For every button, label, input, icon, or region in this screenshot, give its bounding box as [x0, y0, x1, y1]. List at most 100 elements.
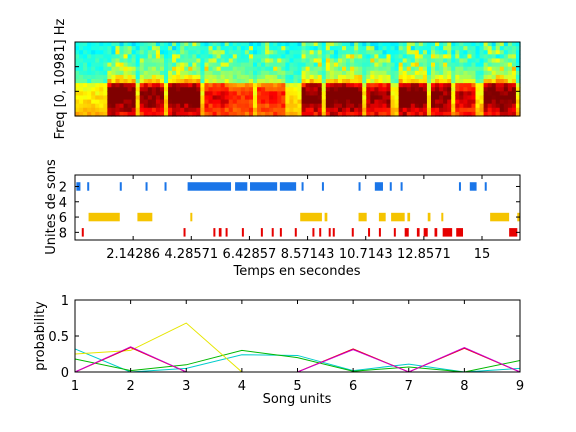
spectrogram-cell [451, 70, 456, 76]
spectrogram-cell [507, 58, 513, 64]
spectrogram-cell [99, 46, 104, 51]
spectrogram-cell [103, 46, 108, 51]
spectrogram-cell [176, 62, 181, 68]
spectrogram-cell [435, 83, 440, 88]
spectrogram-cell [232, 58, 238, 64]
spectrogram-cell [390, 83, 396, 88]
spectrogram-cell [147, 79, 153, 84]
spectrogram-cell [447, 50, 452, 55]
spectrogram-cell [414, 46, 420, 51]
spectrogram-cell [168, 107, 173, 113]
spectrogram-cell [439, 87, 444, 92]
spectrogram-cell [471, 83, 477, 88]
spectrogram-cell [333, 91, 339, 97]
spectrogram-cell [79, 107, 84, 113]
spectrogram-cell [325, 70, 331, 76]
spectrogram-cell [426, 107, 432, 113]
spectrogram-cell [91, 91, 96, 97]
spectrogram-cell [370, 103, 375, 109]
spectrogram-cell [168, 99, 173, 105]
spectrogram-cell [402, 46, 408, 51]
spectrogram-cell [277, 83, 282, 88]
spectrogram-cell [212, 83, 218, 88]
spectrogram-cell [390, 62, 396, 68]
spectrogram-cell [143, 95, 149, 101]
spectrogram-cell [342, 83, 347, 88]
spectrogram-cell [139, 99, 145, 105]
spectrogram-cell [87, 50, 92, 55]
spectrogram-cell [192, 58, 197, 64]
spectrogram-cell [354, 111, 359, 117]
spectrogram-cell [224, 87, 230, 92]
spectrogram-cell [378, 58, 384, 64]
spectrogram-cell [483, 79, 489, 84]
spectrogram-cell [172, 95, 177, 101]
spectrogram-cell [164, 103, 169, 109]
spectrogram-cell [451, 87, 456, 92]
spectrogram-cell [362, 62, 367, 68]
spectrogram-cell [269, 74, 274, 80]
spectrogram-cell [232, 111, 238, 117]
spectrogram-cell [431, 46, 436, 51]
spectrogram-cell [200, 46, 206, 51]
spectrogram-cell [115, 50, 121, 55]
spectrogram-cell [289, 83, 295, 88]
probability-xtick-label: 2 [126, 379, 134, 394]
spectrogram-cell [273, 91, 278, 97]
spectrogram-cell [240, 83, 246, 88]
spectrogram-cell [515, 91, 521, 97]
spectrogram-cell [115, 99, 121, 105]
spectrogram-cell [463, 79, 469, 84]
spectrogram-cell [305, 70, 311, 76]
spectrogram-cell [451, 103, 456, 109]
spectrogram-cell [394, 50, 400, 55]
spectrogram-cell [422, 54, 428, 60]
spectrogram-cell [354, 62, 359, 68]
spectrogram-cell [196, 62, 202, 68]
spectrogram-cell [354, 42, 359, 47]
spectrogram-cell [103, 66, 108, 72]
spectrogram-cell [119, 42, 125, 47]
spectrogram-cell [342, 103, 347, 109]
spectrogram-cell [83, 79, 88, 84]
spectrogram-cell [224, 58, 230, 64]
spectrogram-cell [463, 83, 469, 88]
spectrogram-cell [378, 95, 384, 101]
spectrogram-cell [99, 83, 104, 88]
spectrogram-cell [269, 83, 274, 88]
spectrogram-cell [382, 111, 388, 117]
spectrogram-cell [107, 87, 113, 92]
spectrogram-cell [507, 62, 513, 68]
spectrogram-cell [232, 79, 238, 84]
spectrogram-cell [261, 54, 266, 60]
spectrogram-cell [431, 42, 436, 47]
spectrogram-cell [511, 62, 517, 68]
spectrogram-cell [455, 91, 460, 97]
spectrogram-cell [248, 103, 254, 109]
spectrogram-cell [337, 70, 343, 76]
spectrogram-cell [216, 62, 222, 68]
spectrogram-cell [155, 83, 161, 88]
spectrogram-cell [297, 83, 303, 88]
spectrogram-cell [293, 42, 299, 47]
spectrogram-cell [366, 62, 371, 68]
spectrogram-cell [406, 87, 412, 92]
spectrogram-cell [325, 74, 331, 80]
spectrogram-cell [196, 79, 202, 84]
spectrogram-cell [374, 79, 380, 84]
spectrogram-cell [382, 42, 388, 47]
spectrogram-cell [451, 50, 456, 55]
spectrogram-cell [317, 66, 323, 72]
spectrogram-cell [487, 62, 493, 68]
spectrogram-cell [123, 87, 129, 92]
spectrogram-cell [297, 107, 303, 113]
sound-unit-8-segment [183, 228, 186, 237]
spectrogram-cell [208, 83, 214, 88]
spectrogram-cell [228, 95, 234, 101]
spectrogram-cell [164, 46, 169, 51]
sound-unit-8-segment [509, 228, 518, 237]
spectrogram-cell [151, 103, 157, 109]
spectrogram-cell [103, 54, 108, 60]
spectrogram-cell [487, 66, 493, 72]
